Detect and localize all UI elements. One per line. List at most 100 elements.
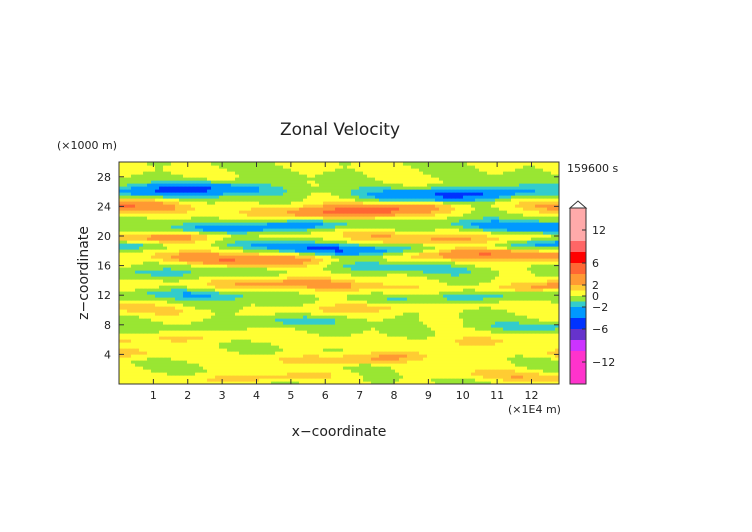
field-cell [435,339,440,343]
field-cell [323,306,328,310]
field-cell [123,321,128,325]
field-cell [403,312,408,316]
field-cell [487,375,492,379]
field-cell [359,330,364,334]
field-cell [539,333,544,337]
field-cell [359,273,364,277]
field-cell [191,273,196,277]
field-cell [415,306,420,310]
field-cell [367,249,372,253]
field-cell [215,252,220,256]
field-cell [315,297,320,301]
field-cell [255,351,260,355]
field-cell [143,372,148,376]
field-cell [343,342,348,346]
field-cell [435,345,440,349]
field-cell [523,312,528,316]
field-cell [419,381,424,384]
field-cell [503,315,508,319]
field-cell [523,264,528,268]
field-cell [383,348,388,352]
field-cell [415,330,420,334]
field-cell [155,279,160,283]
field-cell [367,333,372,337]
field-cell [555,354,559,358]
field-cell [535,264,540,268]
field-cell [495,297,500,301]
field-cell [399,300,404,304]
field-cell [423,294,428,298]
field-cell [223,357,228,361]
field-cell [535,378,540,382]
field-cell [195,375,200,379]
field-cell [435,375,440,379]
field-cell [503,372,508,376]
field-cell [319,378,324,382]
field-cell [123,375,128,379]
field-cell [295,249,300,253]
field-cell [435,336,440,340]
field-cell [207,252,212,256]
field-cell [327,336,332,340]
field-cell [303,360,308,364]
field-cell [543,297,548,301]
field-cell [179,300,184,304]
field-cell [243,351,248,355]
field-cell [131,327,136,331]
field-cell [463,279,468,283]
field-cell [359,261,364,265]
field-cell [479,249,484,253]
field-cell [255,345,260,349]
field-cell [291,351,296,355]
field-cell [187,336,192,340]
field-cell [311,324,316,328]
field-cell [207,378,212,382]
field-cell [183,285,188,289]
field-cell [211,327,216,331]
field-cell [347,342,352,346]
field-cell [379,270,384,274]
field-cell [187,303,192,307]
field-cell [247,270,252,274]
field-cell [463,342,468,346]
field-cell [307,282,312,286]
field-cell [131,357,136,361]
field-cell [187,351,192,355]
field-cell [263,300,268,304]
field-cell [439,279,444,283]
field-cell [123,333,128,337]
field-cell [539,348,544,352]
field-cell [267,336,272,340]
field-cell [519,351,524,355]
field-cell [175,333,180,337]
field-cell [287,351,292,355]
field-cell [515,258,520,262]
field-cell [219,345,224,349]
field-cell [147,246,152,250]
field-cell [531,285,536,289]
field-cell [235,375,240,379]
field-cell [383,375,388,379]
field-cell [275,255,280,259]
field-cell [355,294,360,298]
field-cell [195,351,200,355]
field-cell [311,336,316,340]
field-cell [511,282,516,286]
field-cell [431,255,436,259]
field-cell [411,378,416,382]
field-cell [187,366,192,370]
field-cell [203,339,208,343]
field-cell [383,255,388,259]
field-cell [443,318,448,322]
field-cell [131,306,136,310]
field-cell [523,354,528,358]
field-cell [475,330,480,334]
field-cell [263,291,268,295]
field-cell [299,342,304,346]
field-cell [227,351,232,355]
field-cell [307,336,312,340]
field-cell [431,249,436,253]
field-cell [371,312,376,316]
field-cell [167,381,172,384]
field-cell [243,258,248,262]
